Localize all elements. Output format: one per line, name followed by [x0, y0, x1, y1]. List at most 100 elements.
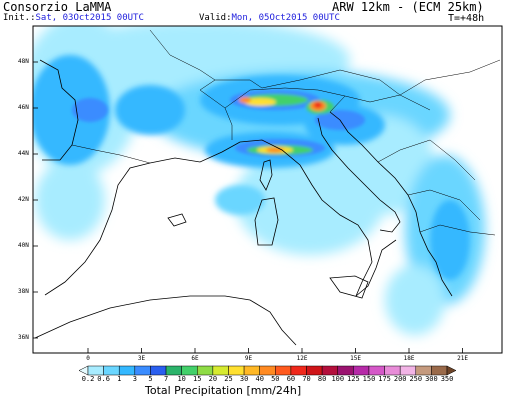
lead-time: T=+48h: [448, 13, 485, 24]
colorbar-box: [259, 365, 276, 376]
colorbar-value-label: 80: [317, 375, 327, 383]
colorbar-box: [415, 365, 432, 376]
border-slovenia: [329, 94, 431, 113]
latitude-label: 40N: [18, 242, 29, 249]
precip-yellow-alps: [244, 98, 276, 106]
longitude-label: 21E: [457, 355, 468, 362]
colorbar: [78, 365, 457, 376]
colorbar-value-label: 60: [286, 375, 296, 383]
coast-france-spain: [39, 59, 79, 161]
coast-balearics: [167, 213, 187, 227]
precipitation-field: [33, 26, 485, 335]
colorbar-box: [165, 365, 182, 376]
longitude-label: 0: [86, 355, 90, 362]
coast-gulf-of-lion: [149, 139, 373, 297]
colorbar-value-label: 10: [177, 375, 186, 383]
colorbar-box: [368, 365, 385, 376]
colorbar-value-label: 100: [331, 375, 345, 383]
longitude-label: 3E: [137, 355, 146, 362]
colorbar-value-label: 350: [440, 375, 454, 383]
model-title: ARW 12km - (ECM 25km): [332, 0, 484, 14]
borders: [71, 29, 501, 236]
coast-adriatic-west: [317, 117, 401, 233]
border-germany: [149, 29, 216, 81]
border-alps: [224, 87, 346, 109]
precip-area-iberia: [35, 160, 105, 240]
precip-area-ionian: [385, 265, 445, 335]
colorbar-value-label: 40: [255, 375, 264, 383]
colorbar-value-label: 30: [239, 375, 249, 383]
colorbar-box: [306, 365, 323, 376]
colorbar-value-label: 250: [409, 375, 423, 383]
coast-sicily: [329, 275, 369, 299]
colorbar-value-label: 70: [302, 375, 311, 383]
colorbar-box: [181, 365, 198, 376]
valid-value: Mon, 05Oct2015 00UTC: [231, 13, 340, 23]
colorbar-arrow-high: [446, 365, 457, 376]
map-ticks: [33, 61, 463, 353]
colorbar-value-label: 20: [208, 375, 218, 383]
colorbar-box: [275, 365, 292, 376]
colorbar-value-label: 15: [193, 375, 202, 383]
colorbar-box: [431, 365, 448, 376]
colorbar-box: [353, 365, 370, 376]
legend-title: Total Precipitation [mm/24h]: [145, 384, 302, 397]
colorbar-box: [228, 365, 245, 376]
init-label: Init.:: [3, 13, 36, 23]
latitude-label: 36N: [18, 334, 29, 341]
colorbar-box: [103, 365, 120, 376]
valid-label: Valid:: [199, 13, 232, 23]
colorbar-value-label: 1: [117, 375, 122, 383]
border-switzerland: [199, 79, 263, 91]
border-austria: [261, 69, 401, 96]
precip-red-friuli: [314, 102, 322, 108]
colorbar-value-label: 0.6: [97, 375, 110, 383]
colorbar-arrow-low: [78, 365, 89, 376]
latitude-label: 48N: [18, 58, 29, 65]
colorbar-value-label: 7: [163, 375, 169, 383]
precip-core-france: [115, 85, 185, 135]
border-serbia: [407, 189, 481, 221]
init-value: Sat, 03Oct2015 00UTC: [35, 13, 144, 23]
map-frame: [32, 25, 503, 354]
border-balkans: [377, 139, 476, 181]
colorbar-box: [384, 365, 401, 376]
colorbar-box: [337, 365, 354, 376]
precip-orange-alps: [239, 97, 251, 103]
longitude-label: 15E: [350, 355, 361, 362]
colorbar-box: [87, 365, 104, 376]
longitude-label: 6E: [191, 355, 199, 362]
longitude-label: 9E: [244, 355, 253, 362]
coast-corsica: [259, 159, 273, 191]
border-hungary: [399, 59, 501, 96]
colorbar-box: [197, 365, 214, 376]
colorbar-value-label: 300: [425, 375, 438, 383]
init-line: Init.:Sat, 03Oct2015 00UTC: [3, 14, 144, 23]
coast-calabria: [355, 239, 397, 297]
colorbar-value-label: 3: [132, 375, 137, 383]
coast-sardinia: [254, 197, 279, 246]
colorbar-value-label: 0.2: [81, 375, 95, 383]
longitude-label: 18E: [403, 355, 415, 362]
agency-title: Consorzio LaMMA: [3, 0, 112, 14]
colorbar-box: [399, 365, 417, 376]
latitude-label: 44N: [18, 150, 29, 157]
precip-heavy-garonne: [72, 98, 108, 122]
colorbar-value-label: 150: [362, 375, 376, 383]
colorbar-value-label: 175: [378, 375, 391, 383]
colorbar-value-label: 200: [393, 375, 407, 383]
latitude-label: 42N: [18, 196, 29, 203]
colorbar-box: [290, 365, 307, 376]
colorbar-box: [118, 365, 136, 376]
precip-core-biscay: [33, 55, 110, 165]
colorbar-value-label: 50: [271, 375, 280, 383]
coast-north-africa: [34, 295, 297, 346]
colorbar-box: [321, 365, 338, 376]
colorbar-box: [150, 365, 167, 376]
border-france-italy: [199, 89, 233, 140]
border-greece: [419, 224, 496, 236]
precip-core-greece: [430, 200, 470, 280]
border-france-spain: [71, 144, 151, 164]
valid-line: Valid:Mon, 05Oct2015 00UTC: [199, 14, 340, 23]
